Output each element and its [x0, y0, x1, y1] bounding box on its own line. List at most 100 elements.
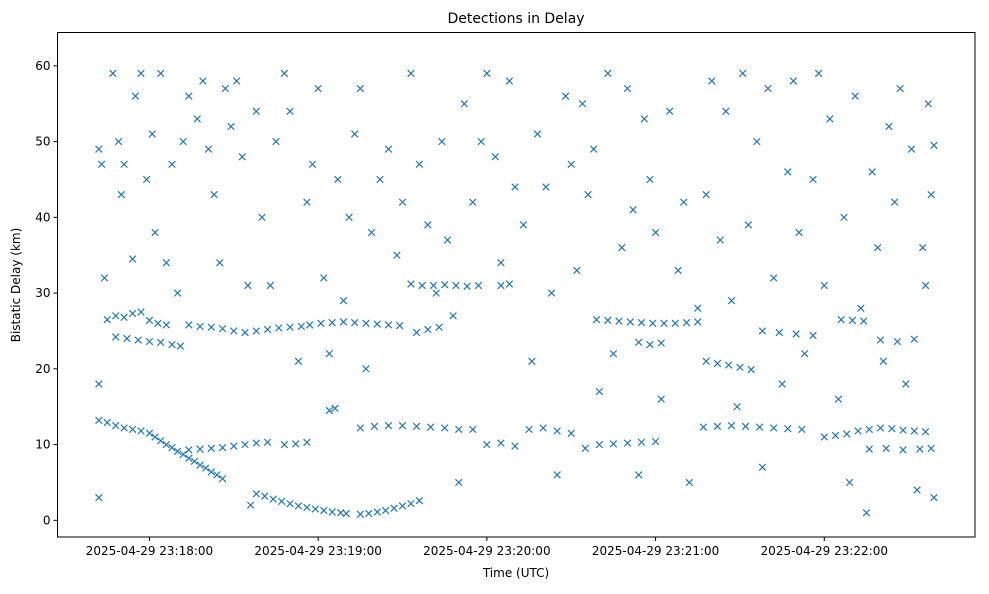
data-point-marker	[252, 439, 261, 447]
data-point-marker	[286, 107, 294, 116]
data-point-marker	[927, 444, 935, 453]
data-point-marker	[168, 443, 176, 452]
data-point-marker	[303, 503, 311, 512]
data-point-marker	[303, 198, 311, 206]
data-point-marker	[325, 349, 334, 358]
data-point-marker	[890, 198, 899, 206]
y-tick-label: 60	[35, 59, 50, 73]
data-point-marker	[367, 228, 376, 237]
data-point-marker	[97, 160, 106, 169]
data-point-marker	[854, 427, 862, 435]
data-point-marker	[921, 427, 930, 436]
x-tick-label: 2025-04-29 23:21:00	[592, 544, 719, 558]
data-point-marker	[637, 318, 646, 327]
data-point-marker	[921, 281, 930, 290]
data-point-marker	[218, 474, 227, 483]
data-point-marker	[455, 478, 463, 487]
data-point-marker	[604, 316, 612, 325]
data-point-marker	[280, 69, 289, 78]
data-point-marker	[843, 430, 851, 438]
data-point-marker	[609, 440, 618, 448]
data-point-marker	[491, 153, 500, 161]
data-point-marker	[128, 255, 137, 263]
data-point-marker	[837, 315, 845, 324]
data-point-marker	[412, 422, 421, 431]
data-point-marker	[882, 444, 890, 453]
data-point-marker	[145, 429, 154, 437]
data-point-marker	[609, 349, 618, 358]
data-point-marker	[291, 440, 300, 448]
data-point-marker	[708, 77, 716, 85]
data-point-marker	[876, 424, 885, 432]
data-point-marker	[483, 440, 491, 449]
data-point-marker	[339, 318, 348, 326]
data-point-marker	[671, 319, 679, 328]
data-point-marker	[179, 137, 187, 146]
data-point-marker	[156, 437, 165, 445]
data-point-marker	[424, 325, 432, 334]
data-point-marker	[651, 228, 660, 237]
data-point-marker	[303, 438, 311, 447]
data-point-marker	[857, 304, 865, 312]
data-point-marker	[435, 323, 443, 331]
data-point-marker	[145, 316, 154, 325]
data-point-marker	[95, 380, 103, 388]
data-point-marker	[727, 296, 736, 305]
data-point-marker	[123, 334, 131, 343]
data-point-marker	[592, 315, 601, 324]
data-point-marker	[196, 445, 204, 453]
data-point-marker	[199, 77, 207, 85]
data-point-marker	[674, 266, 682, 275]
data-point-marker	[910, 335, 918, 344]
data-point-marker	[148, 130, 156, 138]
data-point-marker	[334, 175, 342, 184]
data-point-marker	[634, 471, 643, 479]
data-point-marker	[753, 137, 761, 146]
data-point-marker	[185, 321, 193, 329]
data-point-marker	[294, 357, 303, 365]
data-point-marker	[145, 337, 154, 346]
data-point-marker	[626, 318, 634, 326]
data-point-marker	[294, 502, 303, 510]
data-point-marker	[694, 318, 702, 326]
data-point-marker	[154, 319, 162, 328]
data-point-marker	[207, 323, 216, 331]
data-point-marker	[350, 130, 359, 138]
data-point-marker	[764, 84, 772, 93]
data-point-marker	[232, 77, 241, 85]
data-point-marker	[156, 69, 165, 78]
data-point-marker	[230, 442, 238, 450]
data-point-marker	[769, 424, 778, 432]
data-point-marker	[384, 421, 393, 430]
data-point-marker	[213, 471, 221, 479]
data-point-marker	[907, 145, 916, 153]
data-point-marker	[685, 478, 694, 487]
data-point-marker	[384, 145, 393, 153]
data-point-marker	[218, 324, 227, 333]
data-point-marker	[893, 337, 902, 346]
data-point-marker	[798, 425, 806, 434]
data-point-marker	[604, 69, 612, 78]
data-point-marker	[95, 493, 103, 502]
data-point-marker	[258, 213, 266, 222]
data-point-marker	[775, 328, 784, 337]
data-point-marker	[362, 365, 370, 373]
data-point-marker	[263, 325, 272, 334]
data-point-marker	[539, 424, 547, 432]
data-point-marker	[314, 84, 322, 93]
data-point-marker	[927, 190, 935, 199]
data-point-marker	[660, 319, 668, 328]
data-point-marker	[623, 84, 632, 93]
data-point-marker	[317, 319, 325, 328]
data-point-marker	[241, 440, 249, 449]
data-point-marker	[151, 228, 159, 237]
data-point-marker	[528, 357, 536, 365]
data-point-marker	[497, 259, 505, 267]
data-point-marker	[207, 468, 216, 476]
data-point-marker	[162, 321, 171, 329]
data-point-marker	[469, 425, 477, 434]
data-point-marker	[525, 425, 533, 434]
data-point-marker	[809, 331, 817, 340]
data-point-marker	[252, 327, 261, 335]
data-point-marker	[429, 281, 438, 290]
